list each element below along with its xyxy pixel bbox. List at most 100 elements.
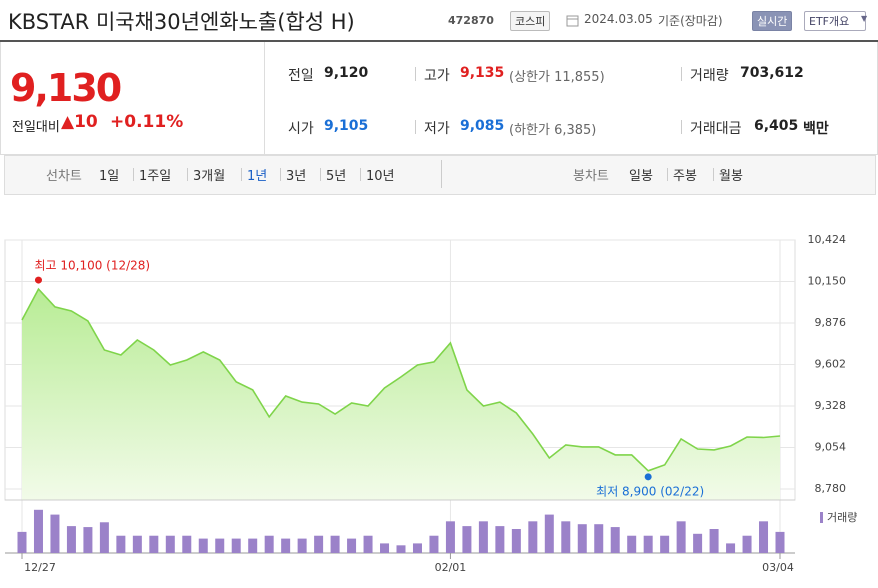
volume-bar bbox=[693, 533, 703, 553]
change-label: 전일대비 bbox=[12, 120, 60, 135]
volume-bar bbox=[314, 535, 324, 553]
volume-bar bbox=[99, 522, 109, 553]
quote-extra: (하한가 6,385) bbox=[509, 123, 597, 138]
volume-legend: 거래량 bbox=[827, 511, 857, 524]
volume-bar bbox=[495, 526, 505, 553]
period-tab[interactable]: 1일 bbox=[99, 169, 120, 184]
volume-bar bbox=[627, 535, 637, 553]
title-rule bbox=[0, 40, 878, 42]
volume-bar bbox=[676, 521, 686, 553]
volume-bar bbox=[281, 538, 291, 553]
tab-sep bbox=[667, 168, 668, 181]
y-tick-label: 9,328 bbox=[815, 399, 847, 412]
tab-sep bbox=[320, 168, 321, 181]
tab-sep bbox=[133, 168, 134, 181]
volume-bar bbox=[594, 524, 604, 553]
volume-bar bbox=[577, 524, 587, 553]
volume-bar bbox=[511, 529, 521, 553]
tab-label: 봉차트 bbox=[573, 169, 609, 184]
period-tab[interactable]: 10년 bbox=[366, 169, 395, 184]
x-tick-label: 03/04 bbox=[762, 561, 794, 574]
candle-tab[interactable]: 일봉 bbox=[629, 169, 653, 184]
price-line bbox=[21, 287, 781, 472]
tab-sep bbox=[280, 168, 281, 181]
volume-bar bbox=[66, 526, 76, 553]
price: 9,130 bbox=[10, 66, 122, 110]
quote-label: 저가 bbox=[424, 121, 450, 137]
volume-bar bbox=[363, 535, 373, 553]
tab-bar bbox=[4, 155, 876, 195]
candle-tab[interactable]: 주봉 bbox=[673, 169, 697, 184]
quote-label: 전일 bbox=[288, 68, 314, 84]
volume-bar bbox=[709, 529, 719, 553]
up-arrow: ▲ bbox=[61, 112, 75, 132]
quote-label: 고가 bbox=[424, 68, 450, 84]
tab-divider bbox=[441, 160, 442, 188]
annotation: 최저 8,900 (02/22) bbox=[596, 484, 704, 498]
volume-bar bbox=[17, 531, 27, 553]
volume-bar bbox=[396, 545, 406, 553]
quote-value: 6,405 bbox=[754, 118, 799, 134]
cell-divider bbox=[681, 120, 682, 134]
quote-value: 9,120 bbox=[324, 65, 369, 81]
tab-sep bbox=[241, 168, 242, 181]
date: 2024.03.05 bbox=[584, 12, 653, 26]
tab-sep bbox=[187, 168, 188, 181]
volume-bar bbox=[347, 538, 357, 553]
quote-value: 9,085 bbox=[460, 118, 505, 134]
volume-bar bbox=[643, 535, 653, 553]
quote-label: 시가 bbox=[288, 121, 314, 137]
volume-bar bbox=[132, 535, 142, 553]
volume-bar bbox=[775, 531, 785, 553]
period-tab[interactable]: 3개월 bbox=[193, 169, 226, 184]
volume-bar bbox=[528, 521, 538, 553]
candle-tab[interactable]: 월봉 bbox=[719, 169, 743, 184]
volume-bar bbox=[610, 527, 620, 553]
period-tab[interactable]: 1년 bbox=[247, 169, 268, 184]
code: 472870 bbox=[448, 14, 494, 27]
volume-legend-swatch bbox=[820, 512, 823, 523]
calendar-icon bbox=[566, 15, 579, 27]
volume-bar bbox=[445, 521, 455, 553]
annotation: 최고 10,100 (12/28) bbox=[34, 259, 150, 273]
y-tick-label: 8,780 bbox=[815, 482, 847, 495]
cell-divider bbox=[681, 67, 682, 81]
y-tick-label: 9,876 bbox=[815, 316, 847, 329]
chart: 10,424 10,150 9,876 9,602 9,328 9,054 8,780 12/… bbox=[4, 233, 857, 574]
volume-bar bbox=[182, 535, 192, 553]
quote-unit: 백만 bbox=[803, 121, 829, 137]
x-tick-label: 02/01 bbox=[435, 561, 467, 574]
tab-label: 선차트 bbox=[46, 169, 82, 184]
period-tab[interactable]: 5년 bbox=[326, 169, 347, 184]
period-tab[interactable]: 1주일 bbox=[139, 169, 172, 184]
quote-value: 9,135 bbox=[460, 65, 505, 81]
quote-value: 703,612 bbox=[740, 65, 804, 81]
volume-bar bbox=[742, 535, 752, 553]
volume-bar bbox=[726, 543, 736, 553]
volume-bar bbox=[544, 514, 554, 553]
volume-bar bbox=[759, 521, 769, 553]
cell-divider bbox=[415, 120, 416, 134]
volume-bar bbox=[380, 543, 390, 553]
realtime-button[interactable]: 실시간 bbox=[752, 11, 793, 31]
area bbox=[22, 289, 780, 500]
dropdown-arrow: ▼ bbox=[861, 14, 868, 23]
volume-bar bbox=[462, 526, 472, 553]
x-tick-label: 12/27 bbox=[24, 561, 56, 574]
volume-bar bbox=[116, 535, 126, 553]
basis: 기준(장마감) bbox=[658, 14, 723, 28]
volume-bar bbox=[231, 538, 241, 553]
period-tab[interactable]: 3년 bbox=[286, 169, 307, 184]
overview-button[interactable]: ETF개요 bbox=[804, 11, 867, 31]
volume-bar bbox=[297, 538, 307, 553]
volume-bar bbox=[50, 514, 60, 553]
title: KBSTAR 미국채30년엔화노출(합성 H) bbox=[8, 10, 355, 34]
extreme-dot bbox=[644, 473, 652, 481]
quote-extra: (상한가 11,855) bbox=[509, 70, 605, 85]
change: ▲10 bbox=[61, 112, 98, 132]
volume-bar bbox=[215, 538, 225, 553]
volume-bar bbox=[429, 535, 439, 553]
volume-bar bbox=[165, 535, 175, 553]
volume-bar bbox=[478, 521, 488, 553]
